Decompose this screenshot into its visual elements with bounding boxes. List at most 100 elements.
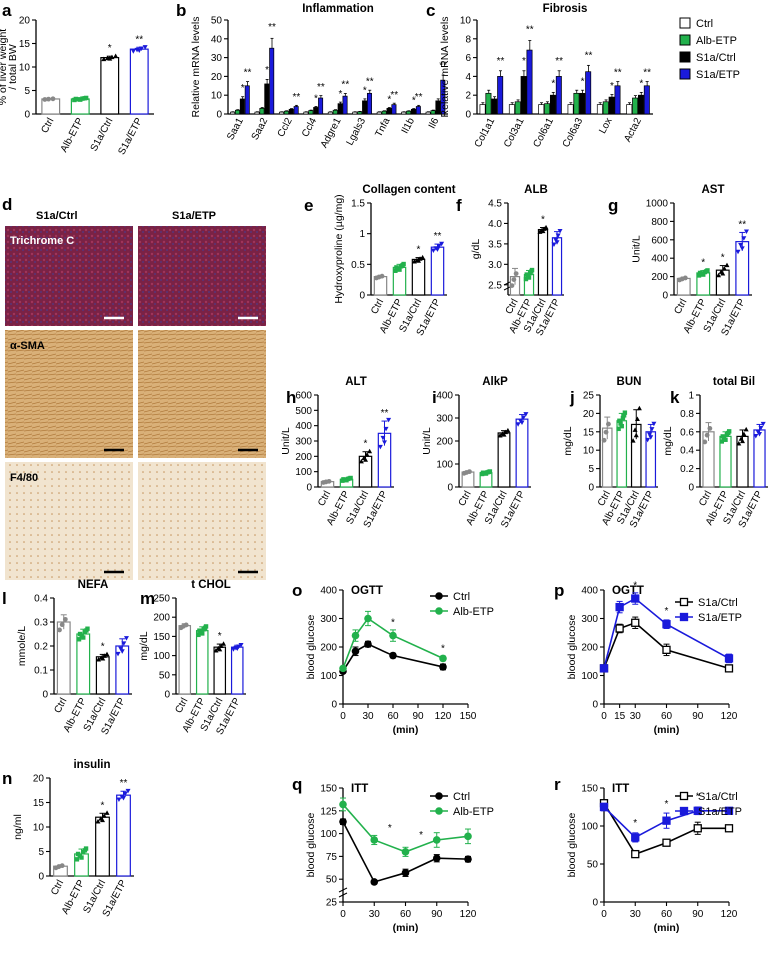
y-tick-label: 0.4 xyxy=(680,446,694,457)
data-point xyxy=(75,97,81,102)
y-tick-label: 0.2 xyxy=(680,464,694,475)
data-point xyxy=(430,248,436,254)
data-point xyxy=(393,268,398,273)
y-tick-label: 40 xyxy=(211,34,223,45)
y-tick-label: 125 xyxy=(320,806,337,817)
panel-label-q: q xyxy=(292,775,302,794)
data-point xyxy=(741,431,747,437)
y-tick-label: 30 xyxy=(211,53,223,64)
x-tick-label: 90 xyxy=(431,909,443,920)
data-point xyxy=(515,422,521,427)
significance-star: * xyxy=(108,43,112,54)
y-axis-label: blood glucose xyxy=(566,812,578,877)
data-point xyxy=(620,415,626,421)
bar xyxy=(537,228,549,296)
sma-image-etp xyxy=(138,330,266,458)
significance-star: ** xyxy=(381,408,389,419)
x-category-label: S1a/ETP xyxy=(116,116,145,157)
bar xyxy=(579,92,586,115)
bar xyxy=(264,83,270,115)
data-point xyxy=(377,444,383,450)
legend-swatch xyxy=(679,34,691,46)
data-point xyxy=(741,236,747,241)
data-point xyxy=(513,271,519,277)
bar xyxy=(288,108,294,115)
y-tick-label: 0.3 xyxy=(34,618,48,629)
data-point xyxy=(723,437,728,442)
bar xyxy=(411,258,426,296)
data-point xyxy=(75,851,81,857)
y-tick-label: 8 xyxy=(465,34,471,45)
data-point xyxy=(743,426,749,432)
chart-h: hALT0100200300400500600Unit/LCtrlAlb-ETP… xyxy=(280,376,394,530)
y-tick-label: 1000 xyxy=(646,199,669,210)
x-category-label: Acta2 xyxy=(622,116,644,144)
chart-title: insulin xyxy=(73,759,110,771)
y-tick-label: 100 xyxy=(295,467,312,478)
y-tick-label: 0 xyxy=(331,700,337,711)
significance-star: * xyxy=(391,618,395,629)
data-point xyxy=(411,258,417,264)
data-point xyxy=(631,594,640,603)
chart-title: t CHOL xyxy=(191,579,231,591)
chart-f: fALB2.53.03.54.04.5g/dLCtrlAlb-ETP*S1a/C… xyxy=(456,184,564,338)
x-category-label: Tnfa xyxy=(373,116,392,139)
y-tick-label: 1 xyxy=(359,229,365,240)
bar xyxy=(308,110,314,115)
y-tick-label: 15 xyxy=(583,427,595,438)
bar xyxy=(318,97,324,115)
data-point xyxy=(50,96,56,102)
panel-label-g: g xyxy=(608,196,618,215)
x-tick-label: 30 xyxy=(630,711,642,722)
bar xyxy=(637,94,644,115)
bar xyxy=(567,104,574,115)
y-tick-label: 5 xyxy=(24,86,30,97)
legend-marker xyxy=(435,807,443,815)
x-tick-label: 60 xyxy=(400,909,412,920)
chart-title: BUN xyxy=(617,376,642,388)
x-category-label: Ctrl xyxy=(697,489,714,508)
data-point xyxy=(724,654,734,663)
bar xyxy=(415,106,421,115)
panel-label-f: f xyxy=(456,196,462,215)
bar xyxy=(352,111,358,115)
bar xyxy=(230,111,236,115)
legend-label: S1a/Ctrl xyxy=(698,597,738,609)
chart-m: mt CHOL050100150200250mg/dLCtrlAlb-ETP*S… xyxy=(138,579,246,737)
y-tick-label: 100 xyxy=(581,671,598,682)
data-point xyxy=(380,435,386,441)
bar xyxy=(357,111,363,115)
panel-label-n: n xyxy=(2,769,12,788)
chart-b: b Inflammation 0 10 20 30 40 50 Relative mRNA le… xyxy=(176,1,448,150)
data-point xyxy=(631,849,640,859)
significance-star: ** xyxy=(268,22,276,33)
data-point xyxy=(606,421,611,427)
panel-label-d: d xyxy=(2,195,12,214)
data-point xyxy=(142,45,148,50)
data-point xyxy=(367,448,373,454)
significance-star: * xyxy=(265,65,269,76)
data-point xyxy=(540,228,546,234)
legend-label: Alb-ETP xyxy=(696,35,737,47)
x-tick-label: 150 xyxy=(460,711,477,722)
data-point xyxy=(702,439,708,445)
y-axis-label: Unit/L xyxy=(631,235,643,263)
chart-a: a 0 5 10 15 20 % of liver weight/ total BW Ctrl… xyxy=(0,1,154,157)
bar xyxy=(259,108,265,115)
bar xyxy=(514,101,521,115)
data-point xyxy=(42,97,48,102)
bar xyxy=(430,246,445,296)
bar xyxy=(491,98,498,115)
data-point xyxy=(505,427,511,433)
bar xyxy=(626,104,633,115)
y-tick-label: 50 xyxy=(159,670,171,681)
significance-star: * xyxy=(441,643,445,654)
data-point xyxy=(73,96,79,102)
data-point xyxy=(439,654,447,663)
data-point xyxy=(122,791,128,797)
y-axis-label: Unit/L xyxy=(421,427,433,455)
x-category-label: Il6 xyxy=(427,116,442,131)
data-point xyxy=(557,229,563,234)
data-point xyxy=(519,420,525,426)
panel-label-l: l xyxy=(2,589,7,608)
